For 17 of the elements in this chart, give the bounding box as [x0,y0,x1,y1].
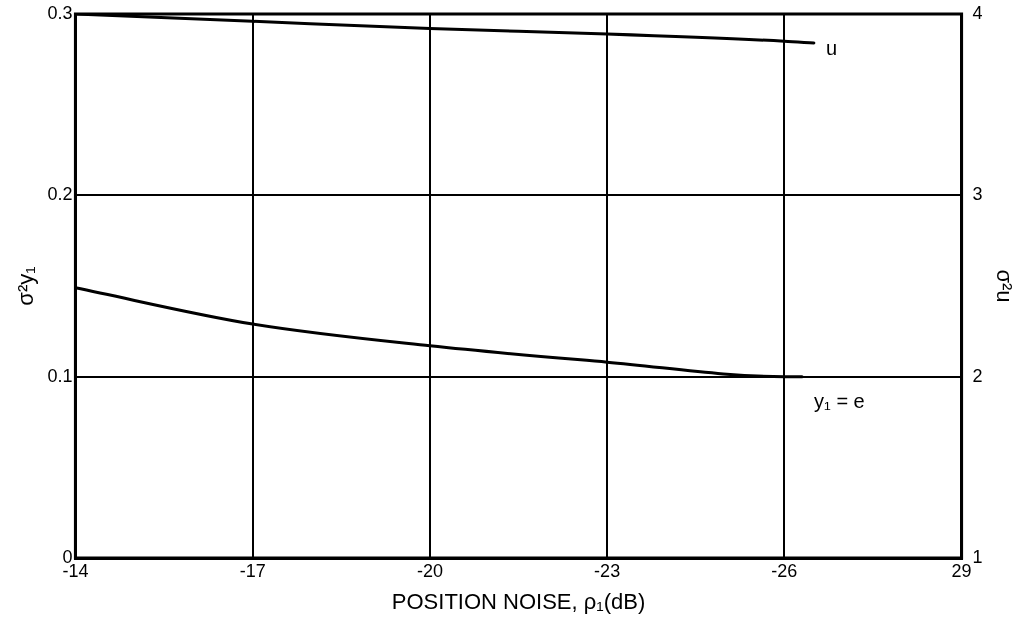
x-tick-label: -23 [594,560,621,581]
x-axis-title: POSITION NOISE, ρ₁(dB) [391,588,646,614]
y-tick-label: 0.3 [47,2,73,23]
y-axis-title: σ²y₁ [13,266,39,306]
y2-axis-title: σ²u [991,269,1017,303]
x-tick-label: -20 [416,560,443,581]
x-tick-label: -17 [239,560,266,581]
y2-tick-label: 1 [972,546,983,567]
y2-tick-label: 2 [972,365,983,386]
y2-tick-label: 4 [972,2,983,23]
x-tick-label: 29 [951,560,972,581]
series-label: u [825,36,838,59]
y2-tick-label: 3 [972,184,983,205]
y-tick-label: 0.2 [47,184,73,205]
x-tick-label: -26 [771,560,798,581]
y-tick-label: 0.1 [47,365,73,386]
series-label: y₁ = e [814,390,865,413]
